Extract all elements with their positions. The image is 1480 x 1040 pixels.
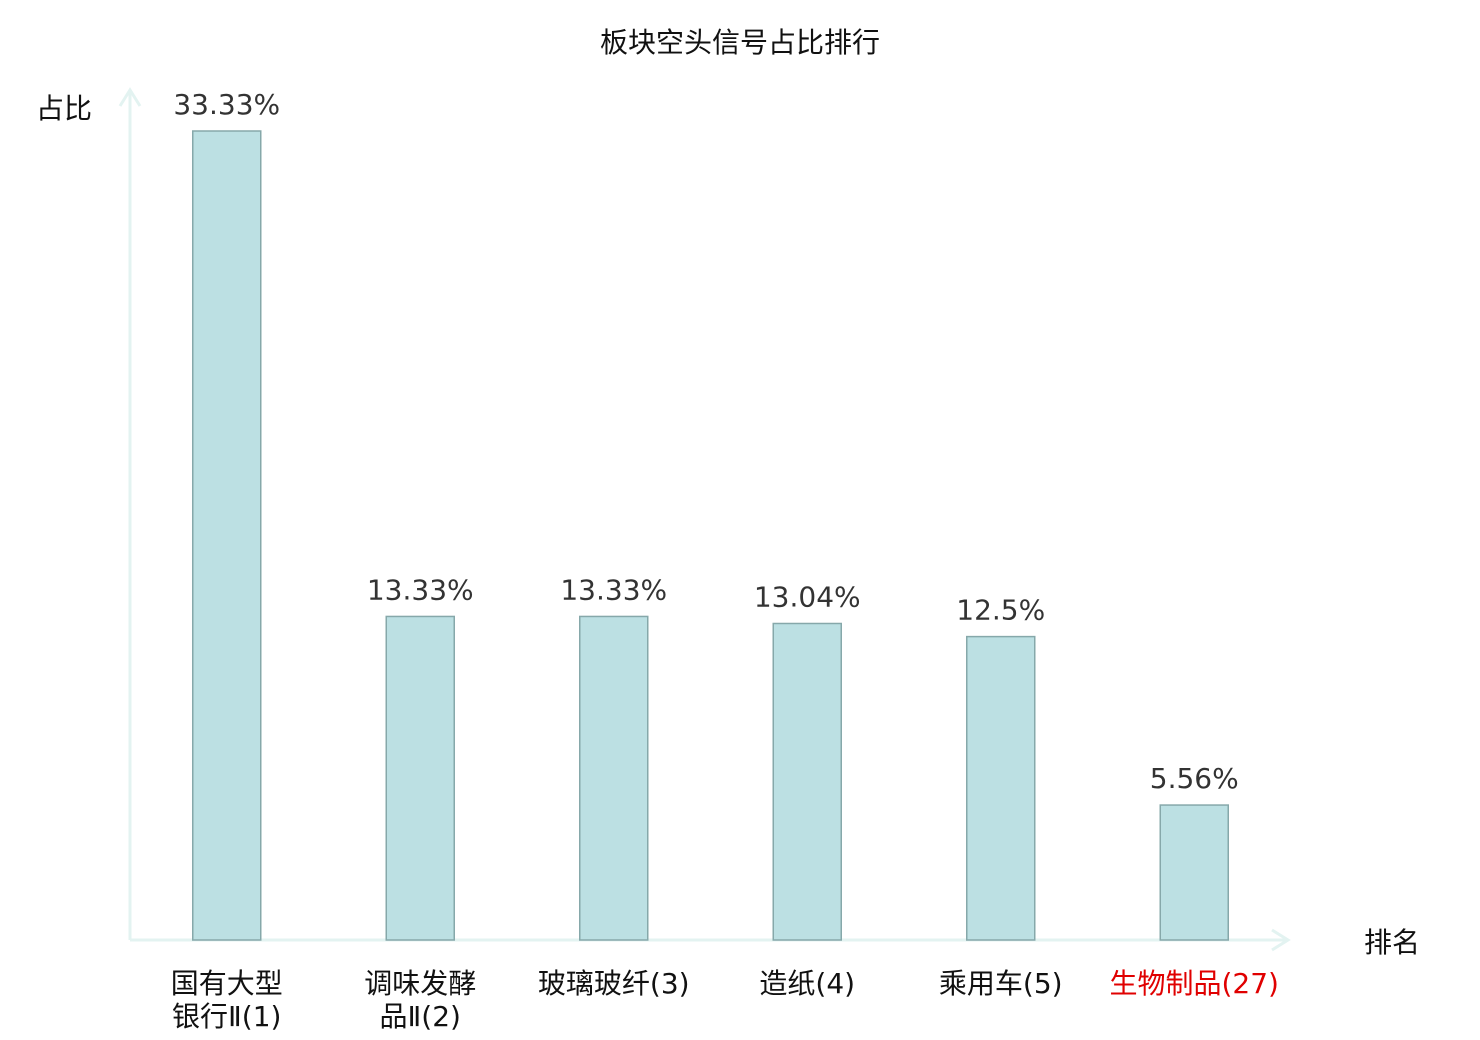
bar-value-label: 33.33% xyxy=(173,88,280,121)
category-label: 品Ⅱ(2) xyxy=(380,1000,461,1033)
category-label: 玻璃玻纤(3) xyxy=(538,967,690,1000)
chart-title: 板块空头信号占比排行 xyxy=(600,26,880,59)
value-labels-group: 33.33% 13.33% 13.33% 13.04% 12.5% 5.56% xyxy=(173,88,1238,795)
bar xyxy=(1159,804,1229,941)
bar xyxy=(192,130,262,941)
category-label: 国有大型 xyxy=(171,967,283,1000)
y-axis: 占比 xyxy=(36,87,142,940)
bar-value-label: 5.56% xyxy=(1150,762,1239,795)
bar-value-label: 13.33% xyxy=(560,573,667,606)
bar-value-label: 12.5% xyxy=(956,594,1045,627)
bars-group xyxy=(192,130,1229,941)
x-axis-arrow-icon xyxy=(1271,928,1291,952)
x-axis: 排名 xyxy=(130,926,1420,959)
bar xyxy=(772,622,842,941)
category-label: 乘用车(5) xyxy=(939,967,1063,1000)
bar xyxy=(385,615,455,941)
category-label: 生物制品(27) xyxy=(1110,967,1279,1000)
category-label: 银行Ⅱ(1) xyxy=(172,1000,281,1033)
y-axis-arrow-icon xyxy=(118,87,142,107)
bar-value-label: 13.33% xyxy=(367,573,474,606)
x-axis-title: 排名 xyxy=(1364,926,1420,959)
bar-value-label: 13.04% xyxy=(754,580,861,613)
category-label: 调味发酵 xyxy=(364,967,476,1000)
bar xyxy=(579,615,649,941)
bar xyxy=(966,635,1036,941)
category-label: 造纸(4) xyxy=(759,967,855,1000)
y-axis-title: 占比 xyxy=(36,92,92,125)
